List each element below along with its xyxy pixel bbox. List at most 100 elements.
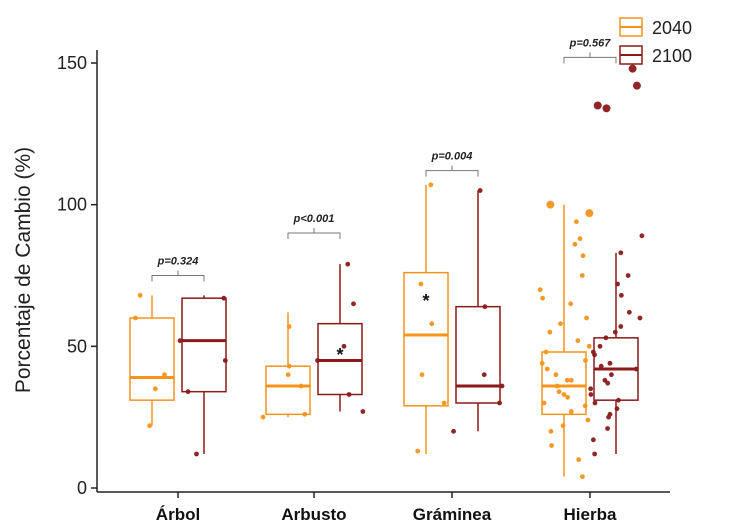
y-axis-title: Porcentaje de Cambio (%) — [12, 147, 35, 393]
data-point-2040 — [561, 392, 567, 397]
data-point-2100 — [499, 383, 505, 389]
data-point-2100 — [609, 372, 614, 378]
data-point-2040 — [584, 315, 589, 321]
legend-item-2040: 2040 — [619, 17, 692, 38]
data-point-2100 — [477, 188, 483, 193]
data-point-2100 — [360, 409, 366, 414]
bracket-line — [151, 270, 205, 282]
data-point-2100 — [588, 392, 594, 397]
data-point-2040 — [579, 273, 585, 278]
data-point-2040 — [428, 182, 434, 188]
data-point-2100 — [341, 343, 347, 349]
box-2040-Arbusto — [265, 312, 311, 418]
legend-label: 2040 — [652, 18, 692, 38]
box-2100-Arbusto — [317, 264, 363, 412]
data-point-2100 — [618, 250, 624, 256]
data-point-2040 — [547, 329, 553, 335]
y-tick-label: 50 — [67, 336, 87, 356]
box-iqr — [541, 351, 587, 416]
data-point-2040 — [152, 386, 158, 392]
box-2100-Árbol — [181, 295, 227, 454]
y-tick-label: 150 — [57, 53, 87, 73]
box-2040-Gráminea — [403, 184, 449, 454]
data-point-2040 — [285, 372, 291, 378]
x-category-label: Hierba — [564, 505, 617, 524]
data-point-2100 — [593, 101, 602, 110]
data-point-2040 — [577, 236, 583, 242]
p-value-label: p<0.001 — [293, 213, 335, 225]
data-point-2100 — [607, 411, 613, 417]
data-point-2040 — [585, 209, 594, 218]
data-point-2100 — [626, 309, 632, 315]
box-2100-Hierba — [593, 252, 639, 454]
box-iqr — [265, 365, 311, 416]
data-point-2100 — [588, 386, 594, 392]
x-category-label: Árbol — [156, 505, 200, 524]
box-iqr — [181, 297, 227, 393]
data-point-2040 — [419, 372, 425, 378]
significance-stars-layer: ** — [336, 291, 429, 365]
data-point-2040 — [585, 417, 591, 423]
data-point-2100 — [351, 301, 356, 307]
data-point-2040 — [441, 400, 447, 406]
significance-star: * — [336, 345, 343, 365]
data-point-2100 — [598, 363, 604, 369]
y-tick-label: 100 — [57, 195, 87, 215]
legend-label: 2100 — [652, 46, 692, 66]
data-point-2100 — [625, 273, 631, 278]
p-value-label: p=0.567 — [569, 37, 612, 49]
data-point-2100 — [177, 338, 183, 344]
data-point-2040 — [556, 389, 562, 395]
data-point-2100 — [345, 261, 351, 267]
comparison-bracket: p=0.567 — [563, 37, 617, 64]
data-point-2040 — [553, 372, 559, 378]
box-iqr — [455, 305, 501, 404]
data-point-2040 — [568, 409, 574, 414]
jitter-points-layer — [133, 64, 645, 480]
data-point-2100 — [628, 64, 637, 73]
data-point-2100 — [637, 315, 643, 321]
data-point-2100 — [639, 233, 645, 239]
data-point-2040 — [565, 394, 571, 400]
data-point-2100 — [618, 292, 624, 298]
data-point-2100 — [592, 400, 598, 406]
data-point-2040 — [582, 403, 588, 409]
data-point-2040 — [576, 457, 582, 463]
bracket-line — [287, 228, 341, 239]
data-point-2040 — [548, 428, 554, 434]
data-point-2100 — [591, 437, 596, 443]
data-point-2040 — [568, 377, 574, 383]
data-point-2040 — [137, 292, 143, 298]
data-point-2040 — [558, 321, 563, 327]
data-point-2040 — [429, 321, 435, 327]
data-point-2040 — [546, 200, 555, 209]
data-point-2040 — [564, 377, 570, 383]
data-point-2100 — [602, 104, 611, 113]
data-point-2100 — [605, 426, 610, 431]
ticks-layer: 0 50 100 150 — [57, 53, 97, 498]
data-point-2040 — [537, 287, 543, 293]
significance-star: * — [422, 291, 429, 311]
data-point-2040 — [580, 474, 585, 480]
data-point-2040 — [575, 338, 581, 344]
data-point-2040 — [586, 343, 592, 349]
data-point-2040 — [544, 366, 550, 372]
data-point-2040 — [541, 400, 547, 406]
data-point-2040 — [580, 253, 586, 259]
data-point-2040 — [572, 241, 578, 247]
category-labels-layer: Árbol Arbusto Gráminea Hierba — [156, 492, 617, 524]
axes-layer — [96, 50, 670, 493]
bracket-line — [563, 52, 617, 64]
data-point-2100 — [194, 451, 199, 457]
data-point-2100 — [451, 428, 456, 434]
legend: 2040 2100 — [619, 17, 692, 66]
data-point-2040 — [540, 295, 546, 301]
data-point-2040 — [415, 448, 421, 454]
data-point-2040 — [549, 443, 555, 448]
data-point-2040 — [147, 423, 153, 429]
x-category-label: Gráminea — [413, 505, 492, 524]
legend-item-2100: 2100 — [619, 45, 692, 66]
data-point-2100 — [632, 81, 641, 90]
data-point-2040 — [260, 414, 266, 420]
